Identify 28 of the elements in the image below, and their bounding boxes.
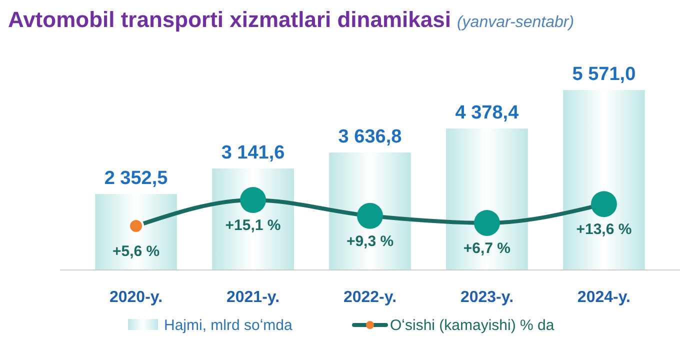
data-label: 4 378,4	[455, 102, 520, 124]
bar	[95, 194, 177, 270]
data-label: +15,1 %	[225, 217, 281, 234]
legend-label: Oʻsishi (kamayishi) % da	[390, 317, 555, 334]
data-label: 5 571,0	[572, 64, 636, 85]
data-label: +5,6 %	[112, 243, 160, 260]
data-label: +6,7 %	[463, 240, 511, 257]
bar	[329, 152, 411, 270]
data-label: +9,3 %	[346, 232, 394, 250]
data-label: 2 352,5	[104, 168, 168, 189]
point	[590, 191, 617, 218]
point	[474, 210, 500, 236]
x-tick-label: 2022-y.	[343, 289, 397, 306]
bar	[212, 168, 294, 270]
x-tick-label: 2024-y.	[577, 289, 630, 306]
legend-label: Hajmi, mlrd soʻmda	[164, 317, 294, 334]
bar	[446, 128, 528, 270]
chart-title: Avtomobil transporti xizmatlari dinamikasi	[8, 7, 451, 32]
data-label: 3 141,6	[221, 142, 285, 164]
point	[357, 202, 383, 229]
chart-subtitle: (yanvar-sentabr)	[456, 14, 574, 31]
bar	[563, 90, 645, 270]
point	[240, 187, 266, 213]
x-tick-label: 2023-y.	[460, 289, 514, 306]
x-tick-label: 2021-y.	[226, 289, 280, 306]
x-tick-label: 2020-y.	[110, 289, 163, 306]
data-label: 3 636,8	[338, 126, 402, 148]
data-label: +13,6 %	[576, 221, 632, 238]
